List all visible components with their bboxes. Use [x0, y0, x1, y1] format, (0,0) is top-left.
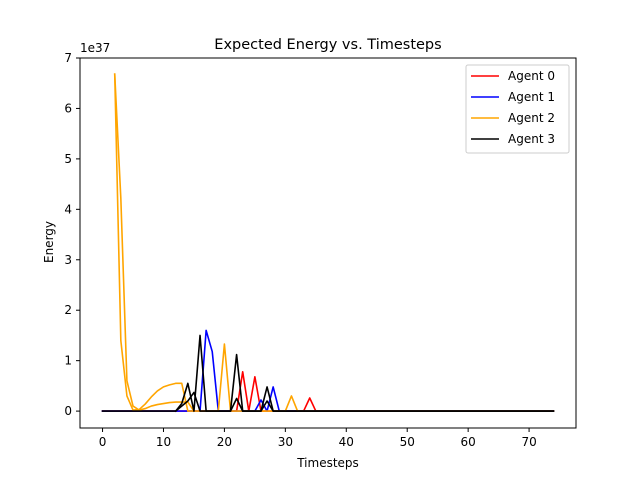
x-tick-label: 40: [339, 435, 354, 449]
y-tick-label: 0: [64, 404, 72, 418]
y-tick-label: 1: [64, 354, 72, 368]
y-tick-label: 5: [64, 152, 72, 166]
y-axis-title: Energy: [42, 221, 56, 263]
chart-title: Expected Energy vs. Timesteps: [214, 37, 441, 53]
y-tick-label: 2: [64, 303, 72, 317]
y-tick-label: 4: [64, 202, 72, 216]
x-tick-label: 10: [156, 435, 171, 449]
x-tick-label: 60: [461, 435, 476, 449]
x-tick-label: 50: [400, 435, 415, 449]
legend-label-agent-1: Agent 1: [508, 90, 555, 104]
y-axis-offset-label: 1e37: [80, 41, 110, 55]
legend-label-agent-3: Agent 3: [508, 132, 555, 146]
y-tick-label: 6: [64, 101, 72, 115]
x-tick-label: 30: [278, 435, 293, 449]
x-axis-title: Timesteps: [296, 456, 359, 470]
y-tick-label: 7: [64, 51, 72, 65]
series-line-agent-2-3: [113, 73, 196, 413]
legend-box: [465, 64, 570, 154]
series-line-agent-0-0: [101, 370, 555, 412]
legend: Agent 0 Agent 1 Agent 2 Agent 3: [465, 64, 570, 154]
series-line-agent-3-5: [174, 391, 555, 413]
x-tick-label: 70: [521, 435, 536, 449]
axes-frame: [79, 57, 577, 429]
legend-label-agent-0: Agent 0: [508, 69, 555, 83]
x-tick-label: 20: [217, 435, 232, 449]
series-group: [101, 73, 555, 413]
legend-label-agent-2: Agent 2: [508, 111, 555, 125]
y-tick-label: 3: [64, 253, 72, 267]
x-tick-label: 0: [99, 435, 107, 449]
